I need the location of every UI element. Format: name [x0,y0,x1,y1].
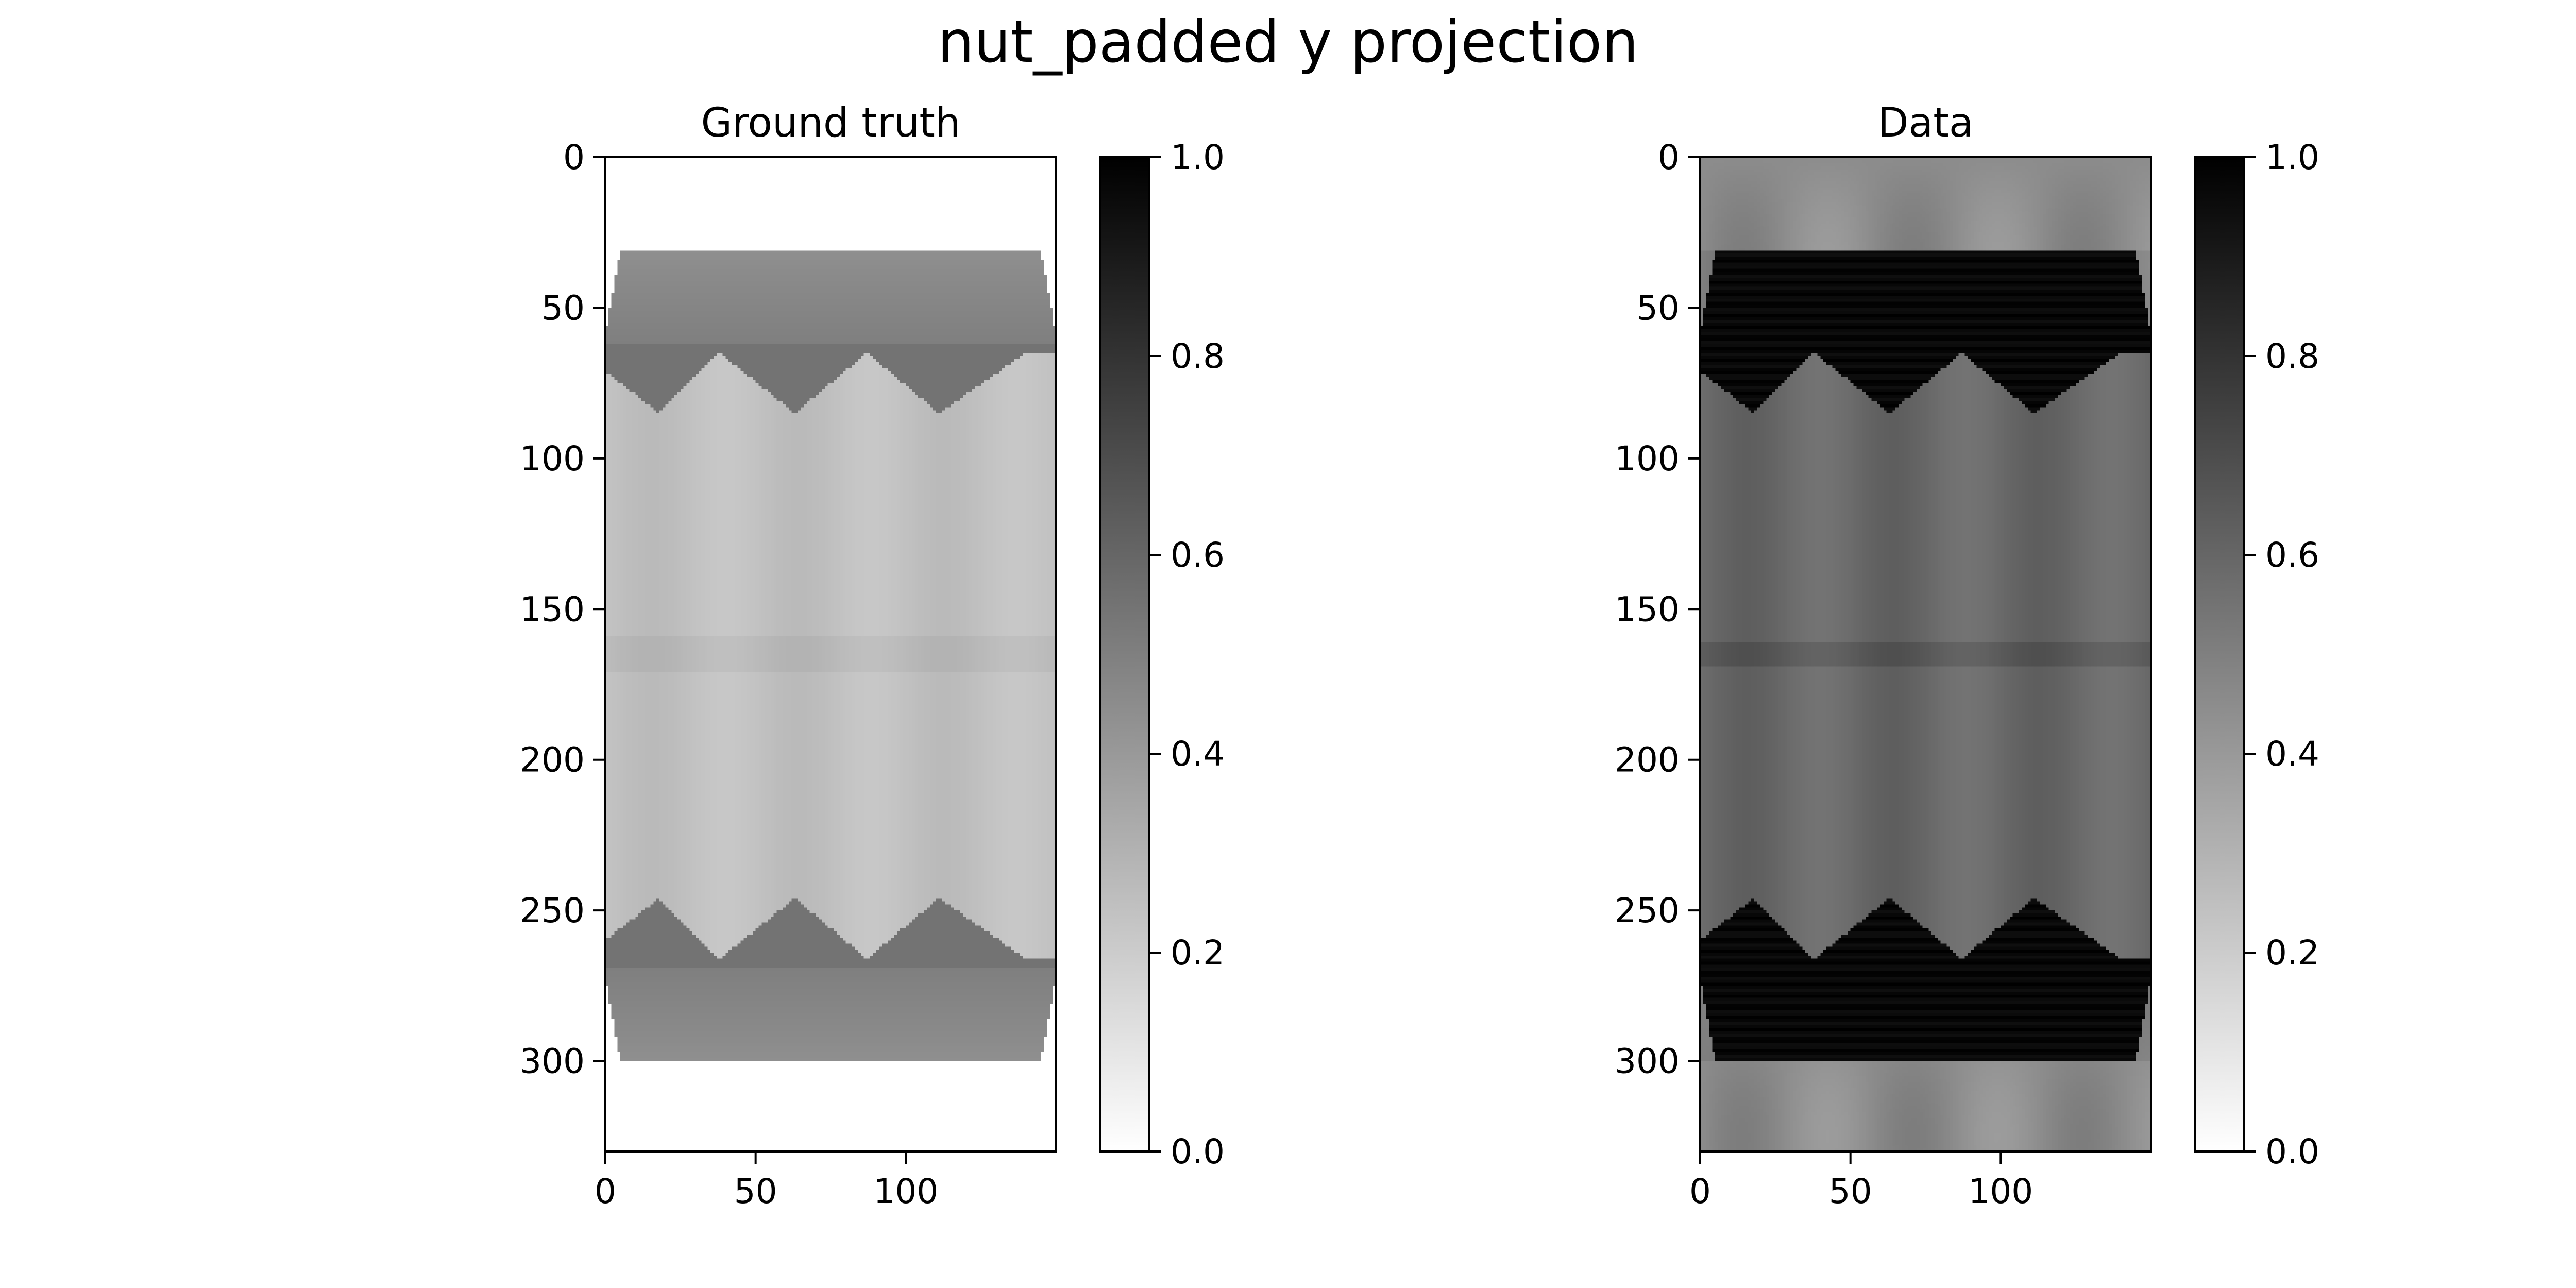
y-tick-label: 100 [1615,439,1680,479]
figure-title: nut_padded y projection [938,9,1639,76]
y-tick-label: 50 [1636,288,1680,328]
y-tick-label: 150 [1615,589,1680,629]
colorbar-frame [2194,156,2245,1153]
y-tick-label: 100 [520,439,585,479]
x-tick-label: 50 [1829,1172,1872,1211]
y-tick-label: 300 [1615,1042,1680,1081]
heatmap-image [605,157,1056,1151]
y-tick-label: 150 [520,589,585,629]
axes-frame [1699,156,2152,1153]
colorbar-frame [1099,156,1150,1153]
colorbar-tick-label: 0.8 [1171,336,1225,376]
y-tick-label: 0 [1658,138,1680,177]
heatmap-image [1700,157,2151,1151]
colorbar-tick-label: 0.8 [2265,336,2319,376]
axes-title: Data [1877,100,1973,146]
axes-title: Ground truth [701,100,961,146]
colorbar-tick-label: 1.0 [1171,138,1225,177]
x-tick-label: 100 [873,1172,938,1211]
x-tick-label: 50 [734,1172,777,1211]
colorbar-tick-label: 0.2 [1171,933,1225,973]
colorbar-tick-label: 0.2 [2265,933,2319,973]
x-tick-label: 0 [595,1172,616,1211]
y-tick-label: 250 [1615,891,1680,930]
y-tick-label: 250 [520,891,585,930]
colorbar-tick-label: 0.6 [1171,535,1225,575]
y-tick-label: 50 [541,288,585,328]
colorbar-tick-label: 0.0 [2265,1132,2319,1172]
colorbar-tick-label: 1.0 [2265,138,2319,177]
y-tick-label: 200 [1615,740,1680,780]
colorbar-tick-label: 0.0 [1171,1132,1225,1172]
colorbar-tick-label: 0.4 [2265,734,2319,774]
colorbar-gradient [1100,157,1149,1151]
y-tick-label: 300 [520,1042,585,1081]
y-tick-label: 0 [563,138,585,177]
axes-frame [604,156,1057,1153]
y-tick-label: 200 [520,740,585,780]
colorbar-gradient [2195,157,2244,1151]
colorbar-tick-label: 0.4 [1171,734,1225,774]
panel-data: Data 0 50 100 0 50 100 150 200 250 300 0.0 0.2 0.4 0.6… [1615,100,2319,1211]
x-tick-label: 0 [1689,1172,1711,1211]
colorbar-tick-label: 0.6 [2265,535,2319,575]
x-tick-label: 100 [1968,1172,2033,1211]
panel-ground-truth: Ground truth 0 50 100 0 50 100 150 200 250 300 0.0 0… [520,100,1225,1211]
